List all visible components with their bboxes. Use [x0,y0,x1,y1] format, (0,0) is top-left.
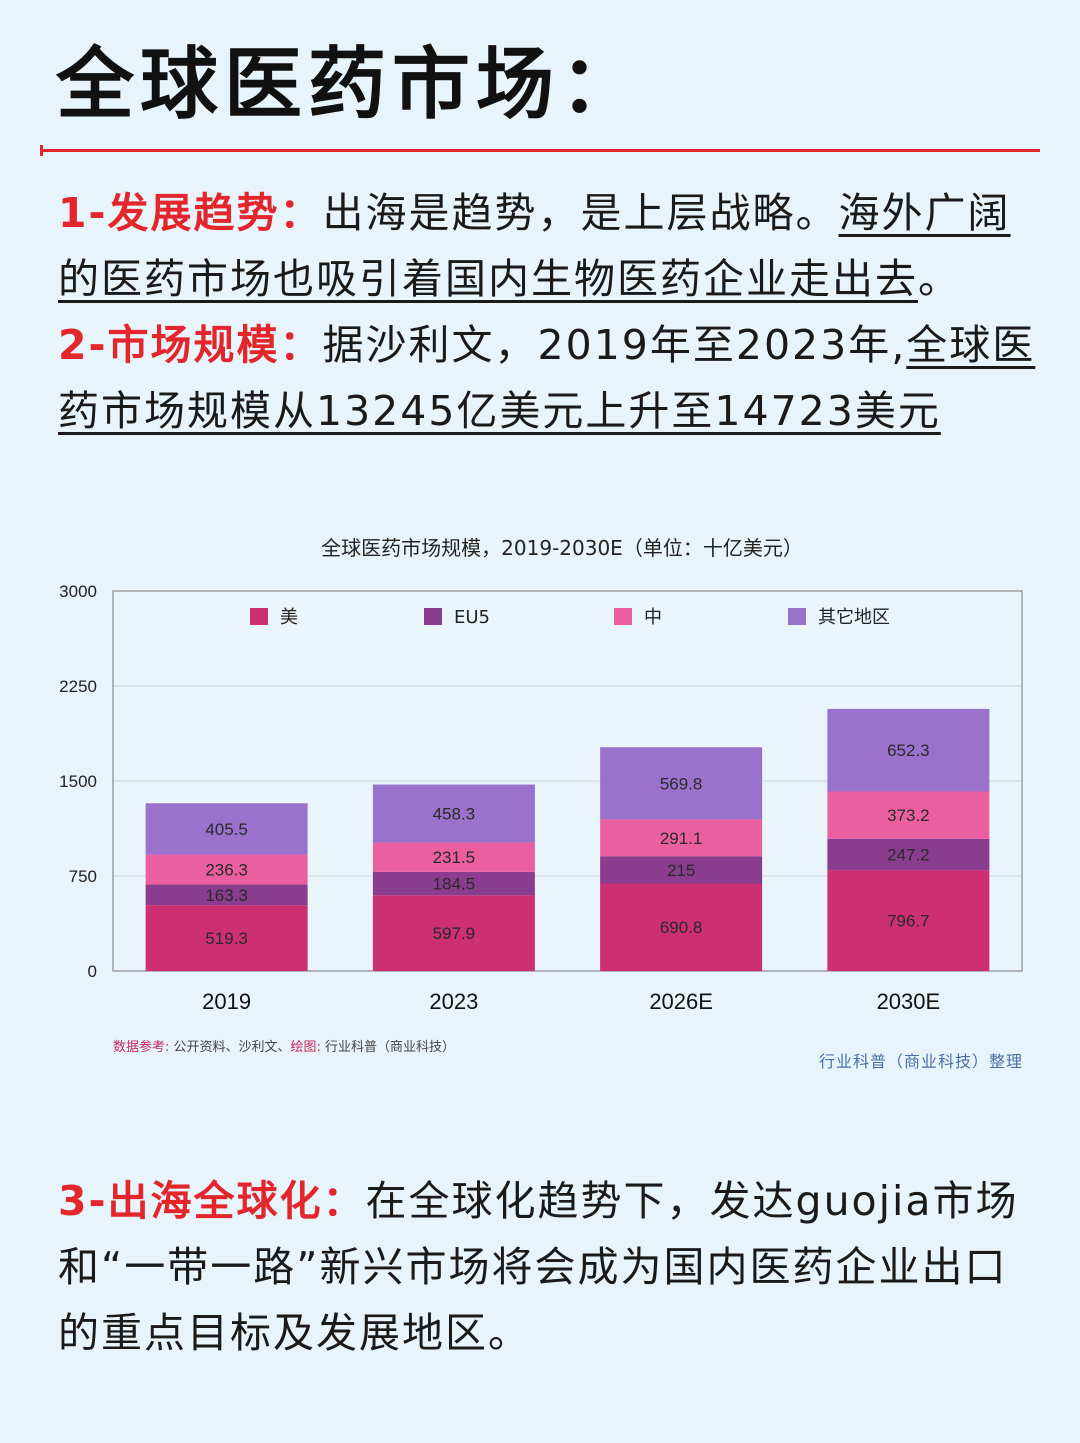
drawing-text: 行业科普（商业科技） [320,1040,456,1055]
section-tail: 。 [918,255,961,303]
bar-segment [372,784,535,843]
data-label: 373.2 [887,806,930,825]
data-label: 405.5 [205,820,248,839]
data-label: 236.3 [205,861,248,880]
section-development-trend: 1-发展趋势：出海是趋势，是上层战略。海外广阔的医药市场也吸引着国内生物医药企业… [58,180,1048,312]
data-label: 597.9 [433,924,476,943]
page-title: 全球医药市场： [56,40,645,130]
source-label: 数据参考: [113,1040,170,1055]
legend-swatch [614,608,632,625]
bar-segment [372,871,535,896]
data-label: 291.1 [660,829,703,848]
y-tick-label: 0 [88,962,97,981]
y-tick-label: 2250 [59,677,97,696]
bar-segment [827,870,990,971]
data-label: 796.7 [887,912,930,931]
data-label: 247.2 [887,845,930,864]
bar-segment [827,708,990,792]
chart-title: 全球医药市场规模，2019-2030E（单位：十亿美元） [321,536,803,560]
bar-segment [145,884,308,906]
bar-segment [600,747,763,820]
title-divider [40,145,1040,156]
legend-swatch [788,608,806,625]
legend-swatch [250,608,268,625]
bar-segment [600,819,763,857]
section-market-size: 2-市场规模：据沙利文，2019年至2023年,全球医药市场规模从13245亿美… [58,312,1048,444]
section-heading: 2-市场规模： [58,321,323,369]
chart-source-note: 数据参考: 公开资料、沙利文、绘图: 行业科普（商业科技） [113,1036,455,1055]
section-text: 出海是趋势，是上层战略。 [322,189,839,237]
section-text: 据沙利文，2019年至2023年, [322,321,907,369]
bar-segment [372,842,535,872]
x-tick-label: 2023 [429,989,478,1014]
data-label: 458.3 [433,805,476,824]
bar-segment [145,905,308,971]
source-text: 公开资料、沙利文、 [169,1040,291,1055]
legend-swatch [424,608,442,625]
legend-label: 美 [280,607,298,628]
drawing-label: 绘图: [290,1040,321,1055]
data-label: 231.5 [433,848,476,867]
legend-label: 中 [644,607,662,628]
x-tick-label: 2019 [202,989,251,1014]
y-tick-label: 750 [69,867,97,886]
data-label: 652.3 [887,741,930,760]
y-tick-label: 3000 [59,582,97,601]
section-heading: 1-发展趋势： [58,189,323,237]
section-heading: 3-出海全球化： [58,1177,366,1225]
section-globalization: 3-出海全球化：在全球化趋势下，发达guojia市场和“一带一路”新兴市场将会成… [58,1168,1048,1366]
bar-segment [827,838,990,871]
credit-note: 行业科普（商业科技）整理 [818,1052,1023,1071]
legend-label: 其它地区 [818,607,890,628]
x-tick-label: 2030E [877,989,941,1014]
bar-segment [600,856,763,884]
section-underlined-text: 海外广阔的医药市场也吸引着国内生物医药企业走出去 [58,189,1011,303]
data-label: 519.3 [205,929,248,948]
bar-segment [145,854,308,885]
bar-segment [372,895,535,971]
x-tick-label: 2026E [649,989,713,1014]
bar-segment [145,803,308,855]
data-label: 690.8 [660,918,703,937]
plot-frame [112,590,1023,972]
data-label: 184.5 [433,875,476,894]
legend-label: EU5 [454,607,490,628]
data-label: 163.3 [205,886,248,905]
section-text: 在全球化趋势下，发达guojia市场和“一带一路”新兴市场将会成为国内医药企业出… [58,1177,1019,1357]
bar-segment [600,883,763,971]
y-tick-label: 1500 [59,772,97,791]
section-underlined-text: 全球医药市场规模从13245亿美元上升至14723美元 [58,321,1036,435]
bar-segment [827,791,990,839]
data-label: 215 [667,861,695,880]
data-label: 569.8 [660,774,703,793]
